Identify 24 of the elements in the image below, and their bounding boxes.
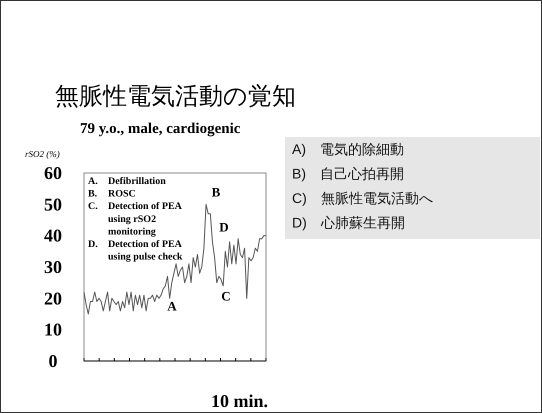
line-series: [84, 204, 266, 314]
chart-title: 無脈性電気活動の覚知: [55, 83, 296, 110]
annotation: D: [219, 220, 229, 234]
annotation: A: [167, 298, 178, 314]
text: D) 心肺蘇生再開: [292, 214, 405, 230]
y-tick-label: 10: [44, 320, 62, 340]
annotation: D. Detection of PEA using pulse check: [88, 239, 183, 263]
annotation: B: [212, 184, 221, 200]
x-axis-title: 10 min.: [210, 391, 268, 411]
annotation: C: [221, 288, 231, 304]
y-tick-label: 40: [44, 226, 62, 246]
y-axis-title: rSO2 (%): [25, 149, 60, 159]
y-tick-label: 30: [44, 257, 62, 277]
annotation: B. ROSC: [88, 188, 136, 200]
text: A) 電気的除細動: [292, 141, 404, 157]
chart-subtitle: 79 y.o., male, cardiogenic: [80, 121, 241, 137]
annotation: C. Detection of PEA using rSO2 monitoring: [88, 201, 183, 238]
annotation: A. Defibrillation: [88, 176, 166, 187]
y-tick-label: 50: [44, 194, 62, 214]
y-tick-label: 60: [44, 163, 62, 183]
y-tick-label: 20: [44, 288, 62, 308]
y-tick-label: 0: [48, 351, 58, 371]
text: B) 自己心拍再開: [292, 166, 404, 182]
text: C) 無脈性電気活動へ: [292, 190, 433, 206]
